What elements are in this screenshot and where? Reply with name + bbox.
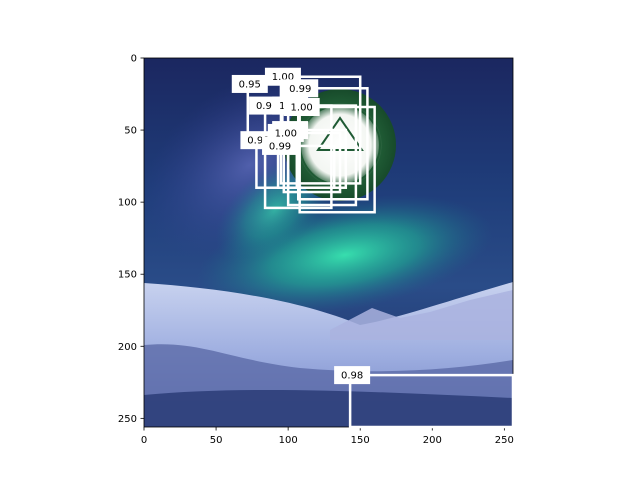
detection-score: 1.00 (291, 103, 313, 114)
y-tick-label: 200 (118, 342, 137, 353)
detection-rect (282, 131, 342, 194)
detection-rect (296, 87, 369, 201)
detection-score: 0.95 (239, 79, 261, 90)
x-axis-ticks: 0 50 100 150 200 250 (141, 427, 514, 446)
x-tick-label: 250 (495, 435, 514, 446)
y-axis-ticks: 0 50 100 150 200 250 (118, 54, 144, 425)
detection-box: 0.98 (334, 366, 515, 429)
detection-score: 0.99 (256, 101, 278, 112)
x-tick-label: 100 (279, 435, 298, 446)
detection-rect (348, 373, 515, 429)
detection-box: 1.00 (283, 98, 376, 214)
detection-score: 1.00 (275, 128, 297, 139)
y-tick-label: 0 (131, 54, 137, 65)
detection-rect (276, 144, 336, 189)
y-tick-label: 50 (124, 126, 137, 137)
detection-rect (298, 105, 376, 214)
detection-score: 0.99 (269, 141, 291, 152)
y-tick-label: 100 (118, 198, 137, 209)
detection-layer: 0.951.000.990.991.001.000.991.000.990.99… (231, 67, 515, 429)
detection-box: 0.99 (262, 136, 336, 189)
x-tick-label: 50 (210, 435, 223, 446)
detection-label-bg (231, 74, 268, 93)
detection-label-bg (262, 136, 299, 155)
detection-box: 0.99 (282, 79, 369, 201)
detection-label-bg (282, 79, 319, 98)
y-tick-label: 250 (118, 414, 137, 425)
detection-label-bg (283, 98, 320, 117)
x-tick-label: 150 (351, 435, 370, 446)
detection-score: 0.98 (341, 371, 363, 382)
y-tick-label: 150 (118, 270, 137, 281)
detection-label-bg (334, 366, 371, 385)
x-tick-label: 0 (141, 435, 147, 446)
detection-score: 1.00 (272, 72, 294, 83)
detection-score: 0.99 (289, 84, 311, 95)
detection-score: 0.99 (247, 136, 269, 147)
x-tick-label: 200 (423, 435, 442, 446)
